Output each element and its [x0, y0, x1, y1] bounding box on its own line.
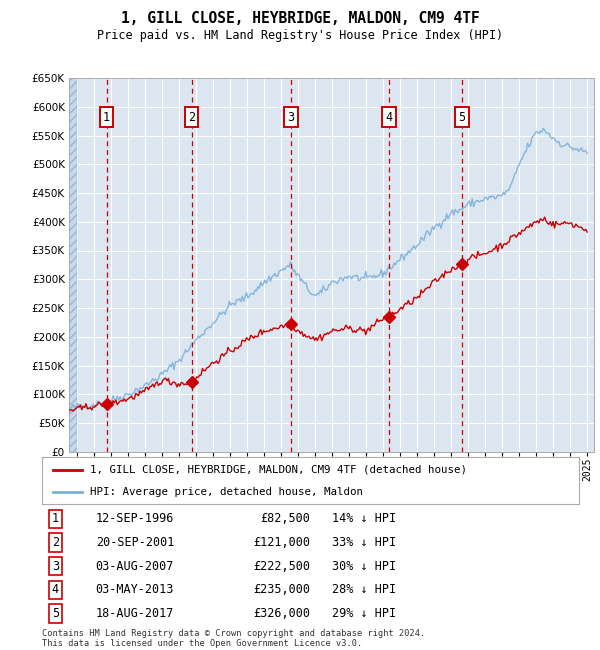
Text: £82,500: £82,500 [260, 512, 311, 525]
Text: Contains HM Land Registry data © Crown copyright and database right 2024.
This d: Contains HM Land Registry data © Crown c… [42, 629, 425, 648]
Text: HPI: Average price, detached house, Maldon: HPI: Average price, detached house, Mald… [91, 487, 364, 497]
Text: 29% ↓ HPI: 29% ↓ HPI [332, 607, 396, 620]
Text: 2: 2 [188, 111, 195, 124]
Text: 18-AUG-2017: 18-AUG-2017 [96, 607, 174, 620]
Text: £326,000: £326,000 [254, 607, 311, 620]
Text: 5: 5 [458, 111, 466, 124]
Bar [69, 78, 77, 452]
Text: 5: 5 [52, 607, 59, 620]
Text: 14% ↓ HPI: 14% ↓ HPI [332, 512, 396, 525]
Text: £222,500: £222,500 [254, 560, 311, 573]
Text: 3: 3 [287, 111, 295, 124]
Text: 20-SEP-2001: 20-SEP-2001 [96, 536, 174, 549]
Text: 4: 4 [52, 583, 59, 596]
Text: 30% ↓ HPI: 30% ↓ HPI [332, 560, 396, 573]
Text: 2: 2 [52, 536, 59, 549]
Text: £235,000: £235,000 [254, 583, 311, 596]
Text: 1: 1 [52, 512, 59, 525]
Text: 3: 3 [52, 560, 59, 573]
Text: 1: 1 [103, 111, 110, 124]
Text: 4: 4 [385, 111, 392, 124]
Text: 28% ↓ HPI: 28% ↓ HPI [332, 583, 396, 596]
Text: Price paid vs. HM Land Registry's House Price Index (HPI): Price paid vs. HM Land Registry's House … [97, 29, 503, 42]
Text: £121,000: £121,000 [254, 536, 311, 549]
Text: 33% ↓ HPI: 33% ↓ HPI [332, 536, 396, 549]
Text: 03-AUG-2007: 03-AUG-2007 [96, 560, 174, 573]
Text: 1, GILL CLOSE, HEYBRIDGE, MALDON, CM9 4TF (detached house): 1, GILL CLOSE, HEYBRIDGE, MALDON, CM9 4T… [91, 465, 467, 474]
Text: 12-SEP-1996: 12-SEP-1996 [96, 512, 174, 525]
Text: 03-MAY-2013: 03-MAY-2013 [96, 583, 174, 596]
Text: 1, GILL CLOSE, HEYBRIDGE, MALDON, CM9 4TF: 1, GILL CLOSE, HEYBRIDGE, MALDON, CM9 4T… [121, 11, 479, 26]
